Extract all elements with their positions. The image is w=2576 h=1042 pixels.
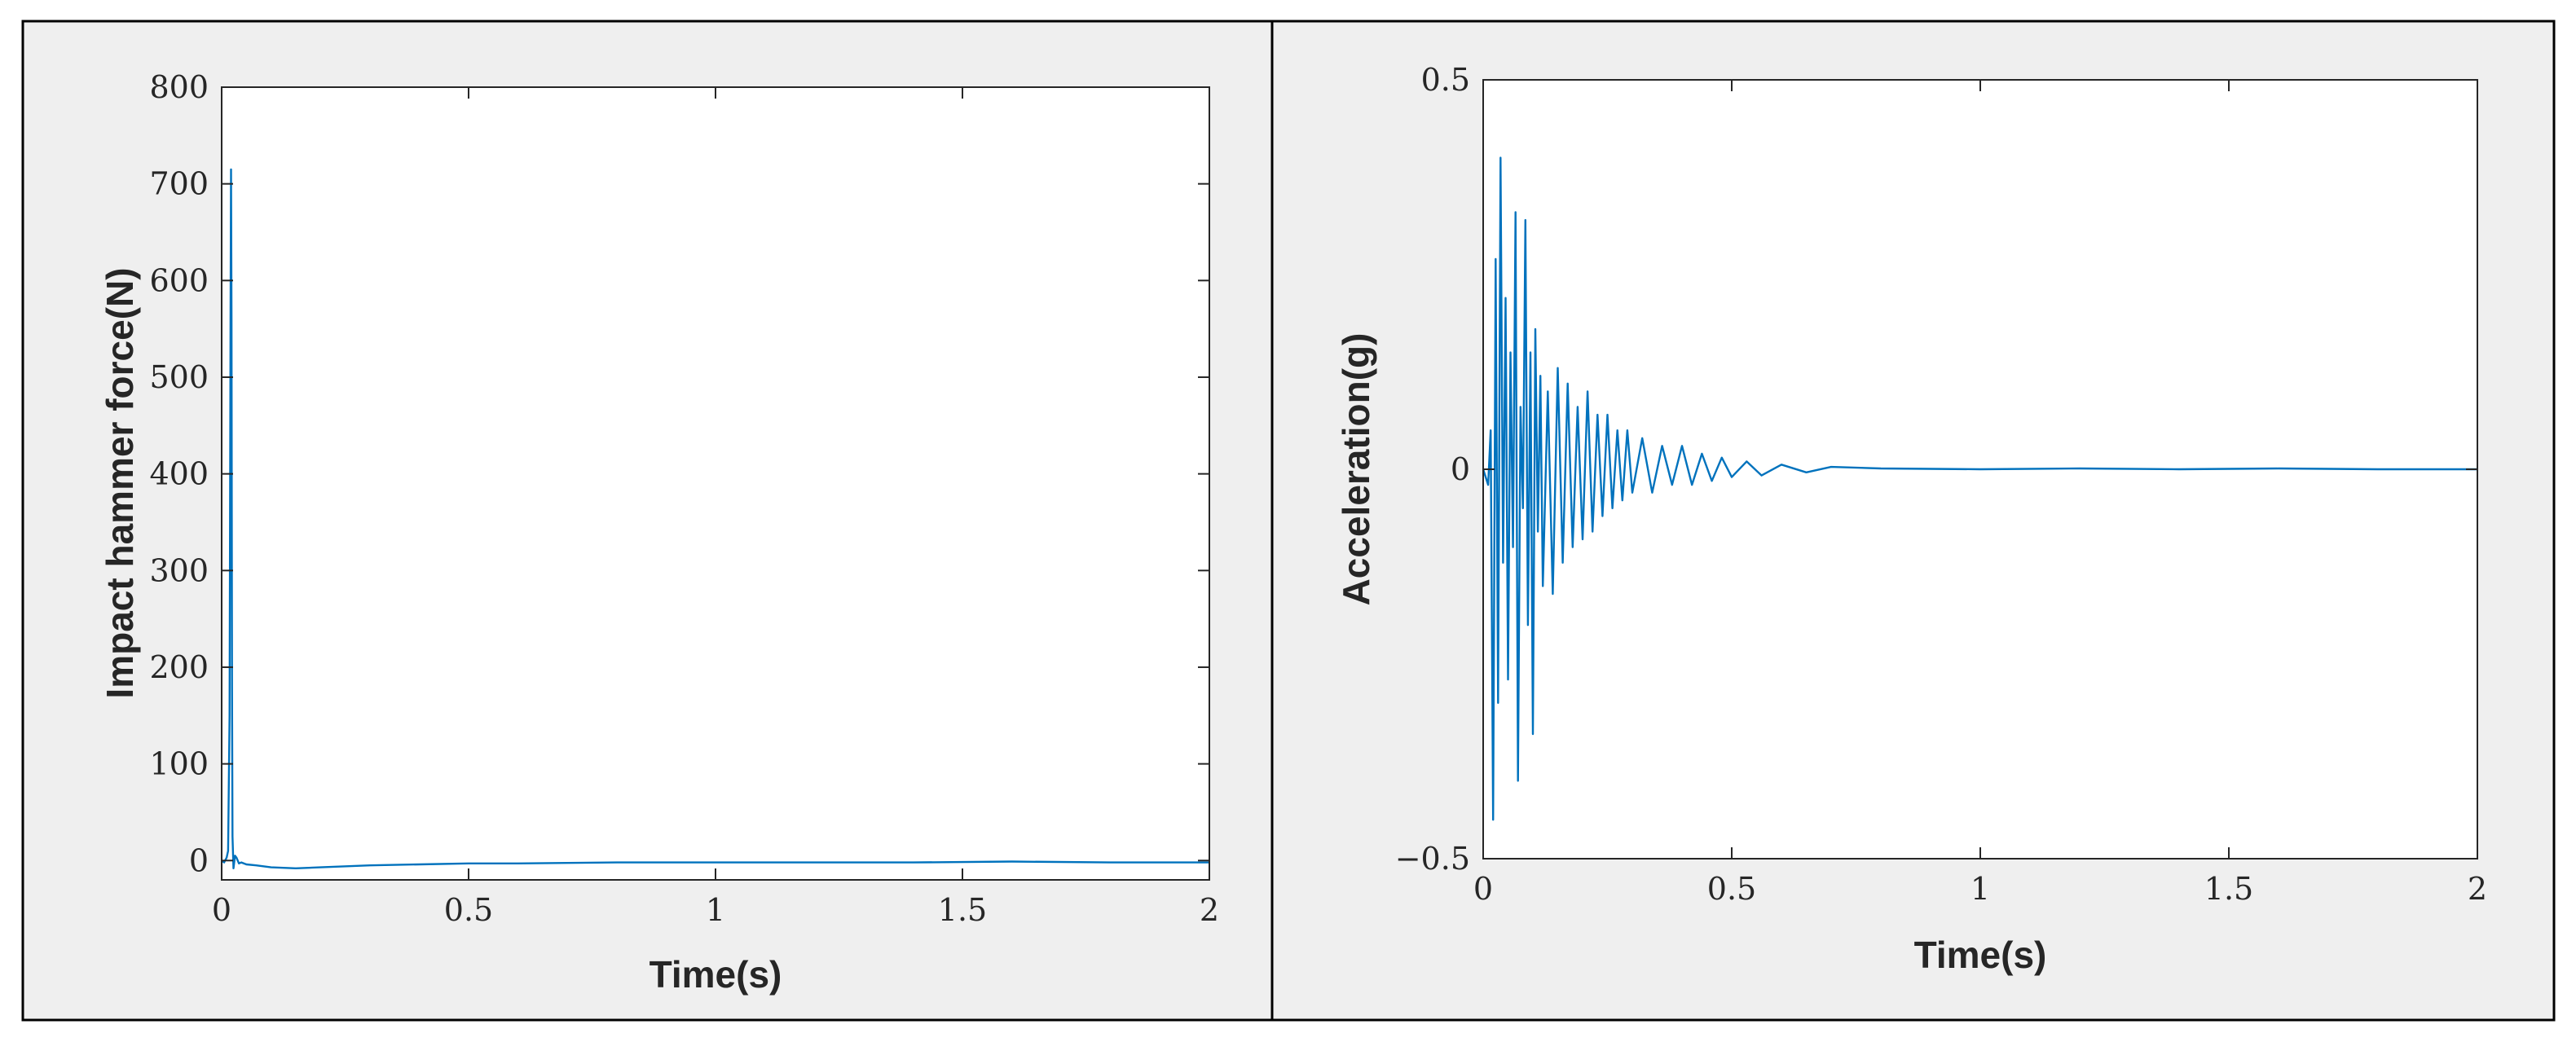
force-y-tick-label: 800 [149,69,209,105]
force-x-tick-label: 1 [706,892,725,928]
force-x-axis-title: Time(s) [650,953,782,996]
acceleration-x-tick-label: 0 [1473,871,1493,907]
force-y-tick-label: 200 [149,649,209,685]
acceleration-x-tick-label: 0.5 [1707,871,1756,907]
left-panel: 0 0.5 1 1.5 2 0 100 200 300 400 500 600 700 800 Time(… [21,20,1274,1022]
acceleration-axis-frame [1482,79,2478,860]
acceleration-y-axis-title: Acceleration(g) [1335,333,1377,606]
acceleration-y-tick-label: 0 [1451,451,1470,487]
force-y-tick-label: 700 [149,166,209,202]
force-y-tick-label: 0 [189,842,209,878]
acceleration-series-line-0 [1482,156,2477,821]
acceleration-x-axis-title: Time(s) [1914,934,2047,976]
force-y-tick-label: 100 [149,746,209,782]
acceleration-x-tick-label: 1 [1971,871,1990,907]
force-x-tick-label: 0.5 [444,892,493,928]
acceleration-x-tick-label: 1.5 [2204,871,2253,907]
right-panel-border [1270,20,2556,1022]
force-x-tick-label: 1.5 [938,892,987,928]
force-y-tick-label: 500 [149,359,209,395]
acceleration-y-tick-label: 0.5 [1421,62,1470,98]
force-y-tick-label: 600 [149,262,209,298]
acceleration-x-tick-label: 2 [2468,871,2487,907]
force-plot-area [222,87,1209,880]
acceleration-chart: 0 0.5 1 1.5 2−0.500.5 [1395,62,2487,907]
force-x-tick-label: 2 [1200,892,1219,928]
force-axis-frame [221,86,1210,881]
force-y-tick-label: 400 [149,456,209,492]
force-chart: 0 0.5 1 1.5 2 0 100 200 300 400 500 600 700 800 [149,69,1219,928]
force-y-axis-title: Impact hammer force(N) [99,267,141,698]
force-x-tick-label: 0 [212,892,231,928]
right-panel: 0 0.5 1 1.5 2−0.500.5 Time(s) Acceleration(g… [1270,20,2556,1022]
acceleration-y-tick-label: −0.5 [1395,841,1470,877]
force-y-tick-label: 300 [149,552,209,588]
force-series-line-0 [221,168,1209,870]
